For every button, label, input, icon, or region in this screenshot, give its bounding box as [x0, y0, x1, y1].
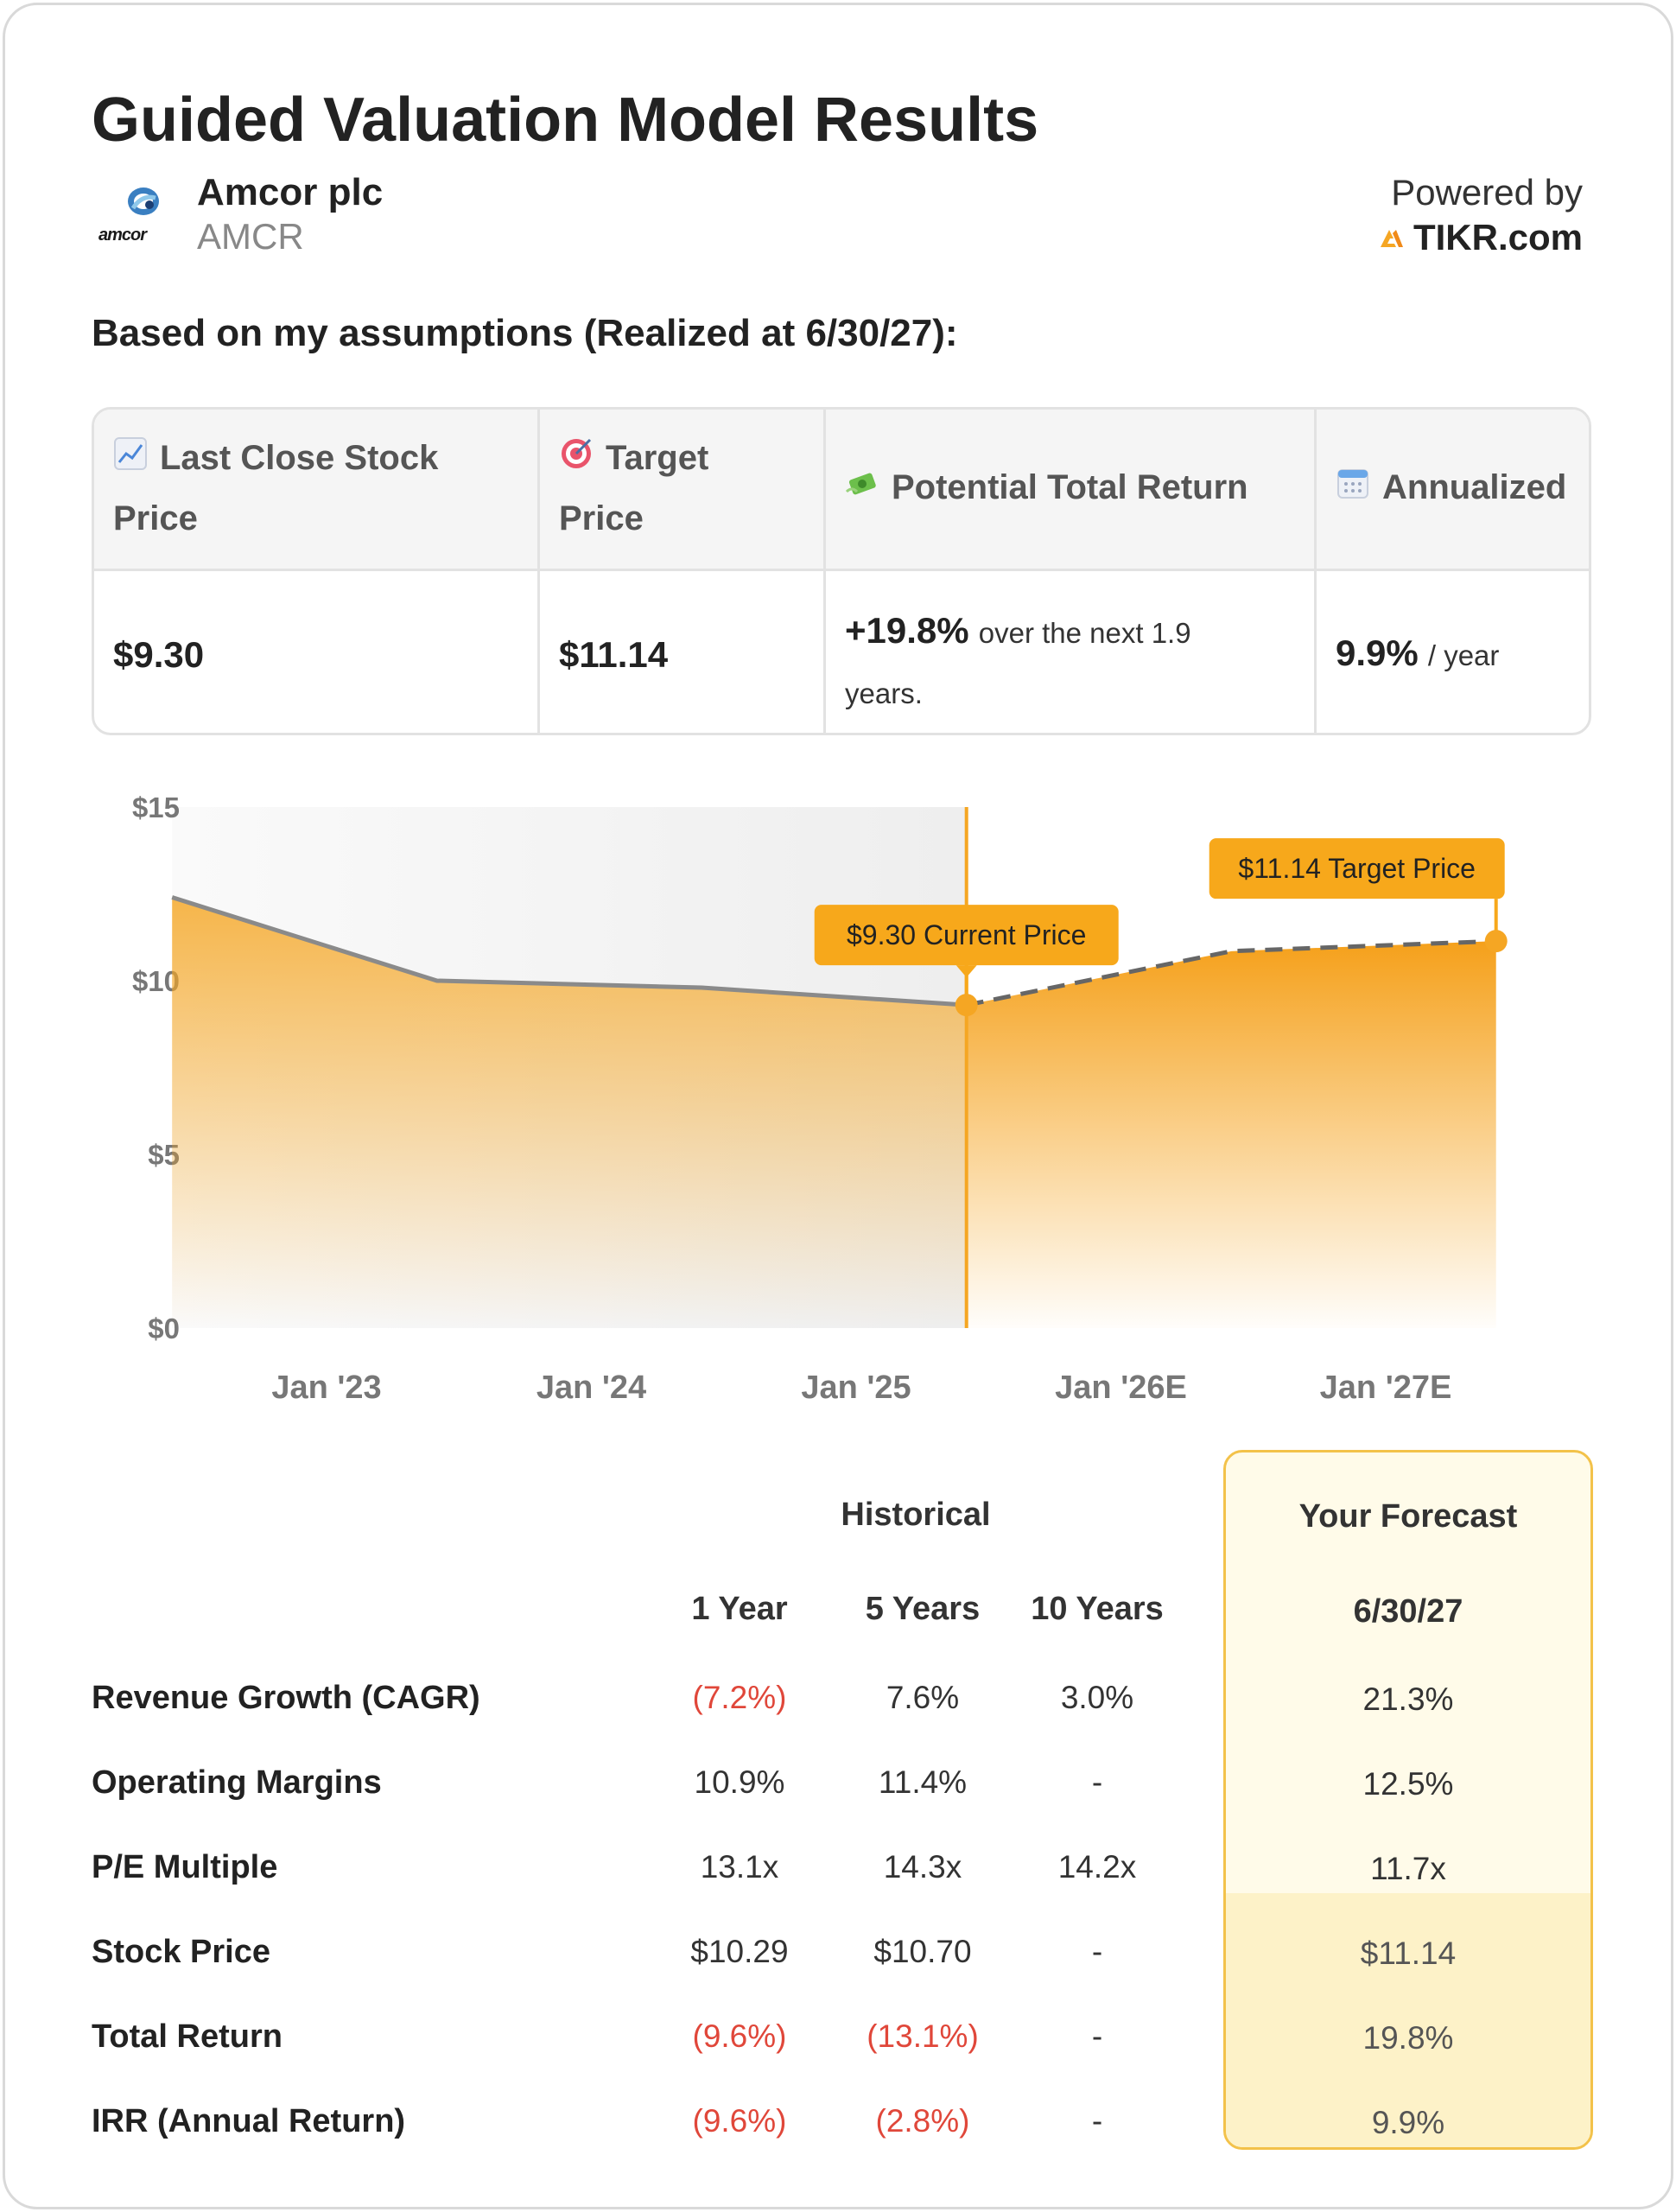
header-last-close: Last Close Stock Price — [113, 429, 438, 548]
x-tick-label: Jan '27E — [1320, 1370, 1452, 1406]
annotation-box — [814, 905, 1119, 966]
forecast-panel-lower — [1226, 1893, 1590, 2147]
annotation-target-price: $11.14 Target Price — [1209, 838, 1508, 953]
metric-label: IRR (Annual Return) — [92, 2103, 406, 2139]
x-tick-label: Jan '24 — [536, 1370, 646, 1406]
metric-value: (7.2%) — [692, 1680, 787, 1715]
metric-value: (2.8%) — [875, 2103, 970, 2139]
forecast-value: 12.5% — [1362, 1766, 1454, 1802]
annotation-current-price: $9.30 Current Price — [814, 905, 1119, 1017]
powered-by-label: Powered by — [1391, 172, 1583, 213]
summary-table: Last Close Stock Price Target Price Pote… — [92, 407, 1591, 735]
col-header-5-years: 5 Years — [865, 1591, 981, 1627]
col-return — [826, 410, 1317, 733]
forecast-value: 9.9% — [1371, 2105, 1445, 2140]
forecast-area — [966, 941, 1496, 1328]
chart-annotations: $9.30 Current Price $11.14 Target Price — [814, 838, 1508, 1017]
metric-value: 3.0% — [1060, 1680, 1134, 1715]
page-title: Guided Valuation Model Results — [92, 86, 1039, 155]
historical-area — [172, 897, 967, 1328]
forecast-value: 21.3% — [1362, 1681, 1454, 1717]
metric-value: $10.70 — [873, 1934, 972, 1969]
metric-value: 14.3x — [883, 1849, 962, 1885]
col-target — [540, 410, 826, 733]
metric-value: - — [1091, 1764, 1103, 1800]
metric-value: (9.6%) — [692, 2103, 787, 2139]
header-target: Target Price — [559, 429, 708, 548]
tikr-brand-link[interactable]: TIKR.com — [1379, 217, 1583, 258]
col-header-forecast-date: 6/30/27 — [1353, 1593, 1463, 1630]
header-return: Potential Total Return — [845, 458, 1248, 518]
amcor-logo-icon — [128, 188, 159, 215]
metric-value: - — [1091, 2018, 1103, 2054]
metric-label: P/E Multiple — [92, 1849, 278, 1885]
y-tick-label: $10 — [132, 965, 180, 997]
x-tick-label: Jan '23 — [271, 1370, 381, 1406]
forecast-price-line — [966, 938, 1496, 1007]
ticker-symbol: AMCR — [197, 216, 304, 257]
chart-increasing-icon — [113, 430, 148, 489]
annualized-value: 9.9% / year — [1336, 632, 1500, 673]
forecast-panel — [1223, 1450, 1593, 2150]
company-name: Amcor plc — [197, 171, 384, 213]
company-logo: amcor — [98, 182, 168, 251]
metric-value: (13.1%) — [867, 2018, 979, 2054]
metric-value: 10.9% — [694, 1764, 785, 1800]
annotation-box — [1209, 838, 1505, 899]
metric-value: - — [1091, 2103, 1103, 2139]
logo-wordmark: amcor — [98, 226, 147, 245]
annotation-label: $9.30 Current Price — [847, 919, 1086, 950]
metric-label: Stock Price — [92, 1934, 270, 1970]
x-tick-label: Jan '25 — [801, 1370, 911, 1406]
annotation-label: $11.14 Target Price — [1238, 853, 1476, 884]
metric-value: (9.6%) — [692, 2018, 787, 2054]
col-last-close — [94, 410, 540, 733]
money-with-wings-icon — [845, 460, 879, 518]
tikr-logo-icon — [1380, 230, 1403, 247]
y-tick-label: $15 — [132, 791, 180, 823]
target-icon — [559, 430, 594, 489]
col-header-1-year: 1 Year — [691, 1591, 788, 1627]
x-axis-ticks: Jan '23 Jan '24 Jan '25 Jan '26E Jan '27E — [271, 1370, 1451, 1406]
metric-label: Operating Margins — [92, 1764, 382, 1801]
forecast-value: 19.8% — [1362, 2020, 1454, 2056]
x-tick-label: Jan '26E — [1055, 1370, 1187, 1406]
metric-value: - — [1091, 1934, 1103, 1969]
price-chart: $15$10$5$0 Jan '23 Jan '24 Jan '25 Jan '26E… — [132, 791, 1508, 1406]
forecast-label: Your Forecast — [1298, 1498, 1518, 1535]
calendar-icon — [1336, 460, 1370, 518]
metric-value: 13.1x — [700, 1849, 779, 1885]
metric-value: 7.6% — [886, 1680, 960, 1715]
last-close-value: $9.30 — [113, 634, 205, 675]
results-card: Guided Valuation Model Results amcor Amc… — [3, 3, 1673, 2209]
metric-label: Total Return — [92, 2018, 283, 2055]
metric-value: 14.2x — [1057, 1849, 1137, 1885]
price-marker — [1484, 930, 1508, 953]
price-marker — [955, 994, 978, 1017]
metric-value: $10.29 — [690, 1934, 789, 1969]
tikr-brand-text: TIKR.com — [1413, 217, 1583, 257]
target-value: $11.14 — [559, 634, 669, 675]
historical-price-line — [171, 895, 967, 1007]
assumptions-heading: Based on my assumptions (Realized at 6/3… — [92, 312, 958, 354]
forecast-value: 11.7x — [1370, 1851, 1446, 1886]
metric-label: Revenue Growth (CAGR) — [92, 1680, 480, 1716]
historical-label: Historical — [841, 1497, 991, 1533]
forecast-value: $11.14 — [1360, 1936, 1457, 1971]
col-header-10-years: 10 Years — [1031, 1591, 1164, 1627]
header-annualized: Annualized — [1336, 458, 1566, 518]
return-value: +19.8% over the next 1.9 years. — [845, 610, 1191, 709]
metric-value: 11.4% — [878, 1764, 968, 1800]
